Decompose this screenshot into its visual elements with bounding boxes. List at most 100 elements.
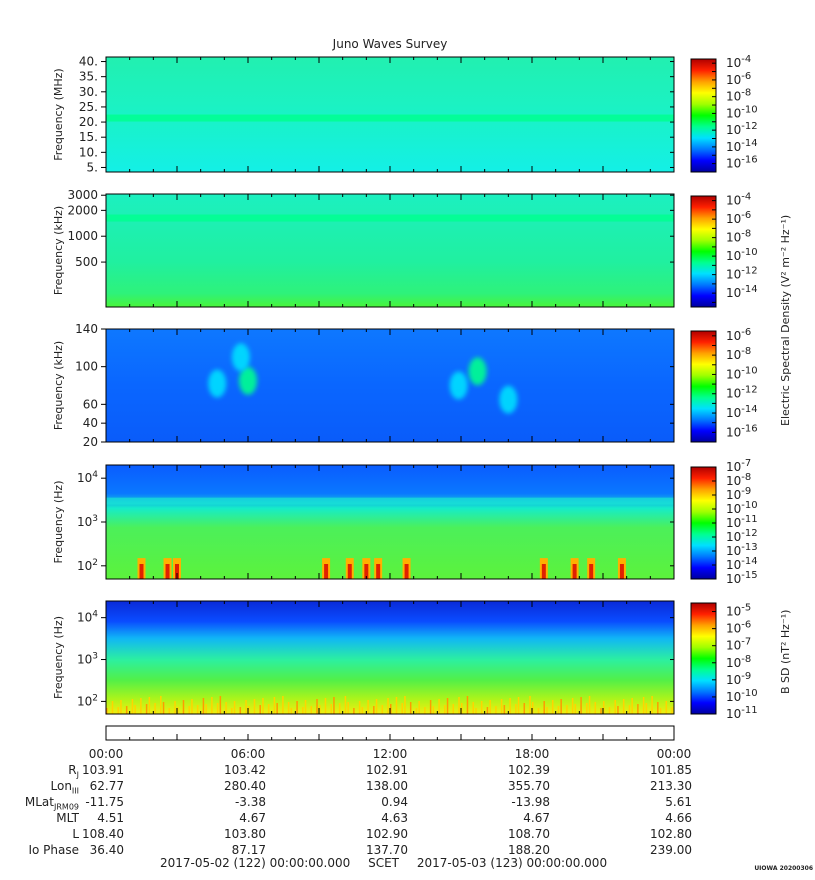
- ephemeris-value: 102.39: [508, 763, 550, 777]
- panel-lfr-low-magnetic: 104 103 102 Frequency (Hz): [52, 600, 675, 715]
- lf-emission-streak: [381, 705, 384, 714]
- ephemeris-label: MLT: [56, 811, 79, 825]
- lf-emission-streak: [347, 702, 349, 714]
- ephemeris-row: Io Phase 36.40 87.17 137.70 188.20 239.00: [0, 843, 815, 859]
- lf-emission-streak: [523, 703, 526, 714]
- lf-emission-streak: [233, 701, 236, 714]
- lf-emission-streak: [645, 703, 648, 714]
- lf-emission-streak: [452, 704, 455, 714]
- lf-emission-streak: [532, 702, 534, 714]
- lf-emission-streak: [174, 701, 176, 714]
- lf-emission-streak: [617, 706, 619, 714]
- spectrogram-lfr-high: [106, 329, 674, 442]
- y-axis-label: Frequency (Hz): [52, 616, 65, 699]
- y-tick-label: 104: [77, 470, 98, 485]
- spectrogram-hfr-low: [106, 194, 674, 307]
- ephemeris-label: LonIII: [50, 779, 80, 796]
- radio-burst: [449, 371, 468, 400]
- time-tick-label: 00:00: [656, 747, 692, 761]
- y-tick-label: 100: [75, 360, 98, 374]
- spectrogram-lfr-low-electric: [106, 465, 674, 579]
- lf-emission-streak: [461, 703, 463, 714]
- y-tick-label: 20: [83, 435, 98, 449]
- whistler-band: [106, 497, 674, 505]
- lf-emission-streak: [432, 706, 435, 714]
- colorbar-hfr-low: 10-4 10-6 10-8 10-10 10-12 10-14: [690, 192, 758, 308]
- lf-emission-streak: [262, 698, 264, 714]
- ephemeris-value: 103.80: [224, 827, 266, 841]
- ephemeris-row: MLatJRM09 -11.75 -3.38 0.94 -13.98 5.61: [0, 795, 815, 811]
- lf-emission-streak: [267, 704, 270, 714]
- lf-emission-streak: [458, 697, 460, 714]
- lf-emission-streak: [344, 696, 347, 714]
- scet-label: SCET: [368, 856, 399, 870]
- ephemeris-value: 4.51: [97, 811, 124, 825]
- lf-emission-streak: [390, 704, 392, 714]
- lf-emission-streak: [495, 706, 497, 714]
- colorbar-tick-label: 10-7: [726, 637, 751, 653]
- lf-emission-streak: [290, 708, 293, 714]
- electric-colorbar-label: Electric Spectral Density (V² m⁻² Hz⁻¹): [779, 214, 792, 426]
- lf-emission-streak: [248, 706, 250, 714]
- lf-emission-streak: [131, 699, 134, 714]
- ephemeris-row: MLT 4.51 4.67 4.63 4.67 4.66: [0, 811, 815, 827]
- lf-emission-streak: [438, 699, 440, 714]
- intense-burst-core: [589, 563, 594, 579]
- lf-emission-streak: [333, 697, 335, 714]
- lf-emission-streak: [253, 699, 256, 714]
- lf-emission-streak: [219, 696, 222, 714]
- lf-emission-streak: [148, 697, 151, 714]
- lf-emission-streak: [503, 705, 506, 714]
- ephemeris-value: 0.94: [381, 795, 408, 809]
- lf-emission-streak: [444, 705, 446, 714]
- intense-burst-core: [175, 563, 179, 579]
- y-axis-label: Frequency (MHz): [52, 68, 65, 160]
- ephemeris-value: 103.42: [224, 763, 266, 777]
- lf-emission-streak: [117, 707, 119, 714]
- lf-emission-streak: [111, 701, 114, 714]
- colorbar-tick-label: 10-12: [726, 385, 758, 401]
- ephemeris-value: 108.40: [82, 827, 124, 841]
- y-tick-label: 15.: [79, 130, 98, 144]
- lf-emission-streak: [168, 708, 171, 714]
- lf-emission-streak: [574, 704, 577, 714]
- intense-burst-core: [165, 563, 170, 579]
- y-tick-label: 20.: [79, 115, 98, 129]
- lf-emission-streak: [177, 707, 179, 714]
- colorbar-tick-label: 10-14: [726, 284, 758, 300]
- lf-emission-streak: [409, 702, 412, 714]
- lf-emission-streak: [466, 696, 469, 714]
- y-tick-label: 40: [83, 416, 98, 430]
- ephemeris-value: -3.38: [234, 795, 266, 809]
- lf-emission-streak: [387, 698, 389, 714]
- radio-burst: [208, 369, 227, 398]
- colorbar-tick-label: 10-14: [726, 404, 758, 420]
- lf-emission-streak: [415, 708, 418, 714]
- lf-emission-streak: [588, 696, 591, 714]
- lf-emission-streak: [239, 707, 242, 714]
- intense-burst-core: [347, 563, 352, 579]
- lf-emission-streak: [424, 707, 426, 714]
- emission-band: [106, 114, 674, 122]
- lf-emission-streak: [202, 698, 205, 714]
- lf-emission-streak: [287, 702, 290, 714]
- lf-emission-streak: [196, 705, 199, 714]
- lf-emission-streak: [622, 699, 625, 714]
- lf-emission-streak: [273, 697, 276, 714]
- ephemeris-value: 36.40: [89, 843, 124, 857]
- intense-burst-core: [139, 563, 144, 579]
- ephemeris-value: 188.20: [508, 843, 550, 857]
- lf-emission-streak: [160, 696, 162, 714]
- colorbar-tick-label: 10-9: [726, 671, 751, 687]
- lf-emission-streak: [517, 697, 520, 714]
- ephemeris-value: 108.70: [508, 827, 550, 841]
- ephemeris-label: Io Phase: [28, 843, 79, 857]
- lf-emission-streak: [551, 700, 554, 714]
- colorbar-gradient: [690, 58, 717, 173]
- lf-emission-streak: [225, 702, 227, 714]
- colorbar-gradient: [690, 330, 717, 443]
- spectrogram-panels: 40.35.30.25.20.15.10.5. Frequency (MHz) 30…: [52, 54, 758, 741]
- ephemeris-label: MLatJRM09: [24, 795, 79, 812]
- y-tick-label: 104: [77, 610, 98, 625]
- lf-emission-streak: [600, 708, 602, 714]
